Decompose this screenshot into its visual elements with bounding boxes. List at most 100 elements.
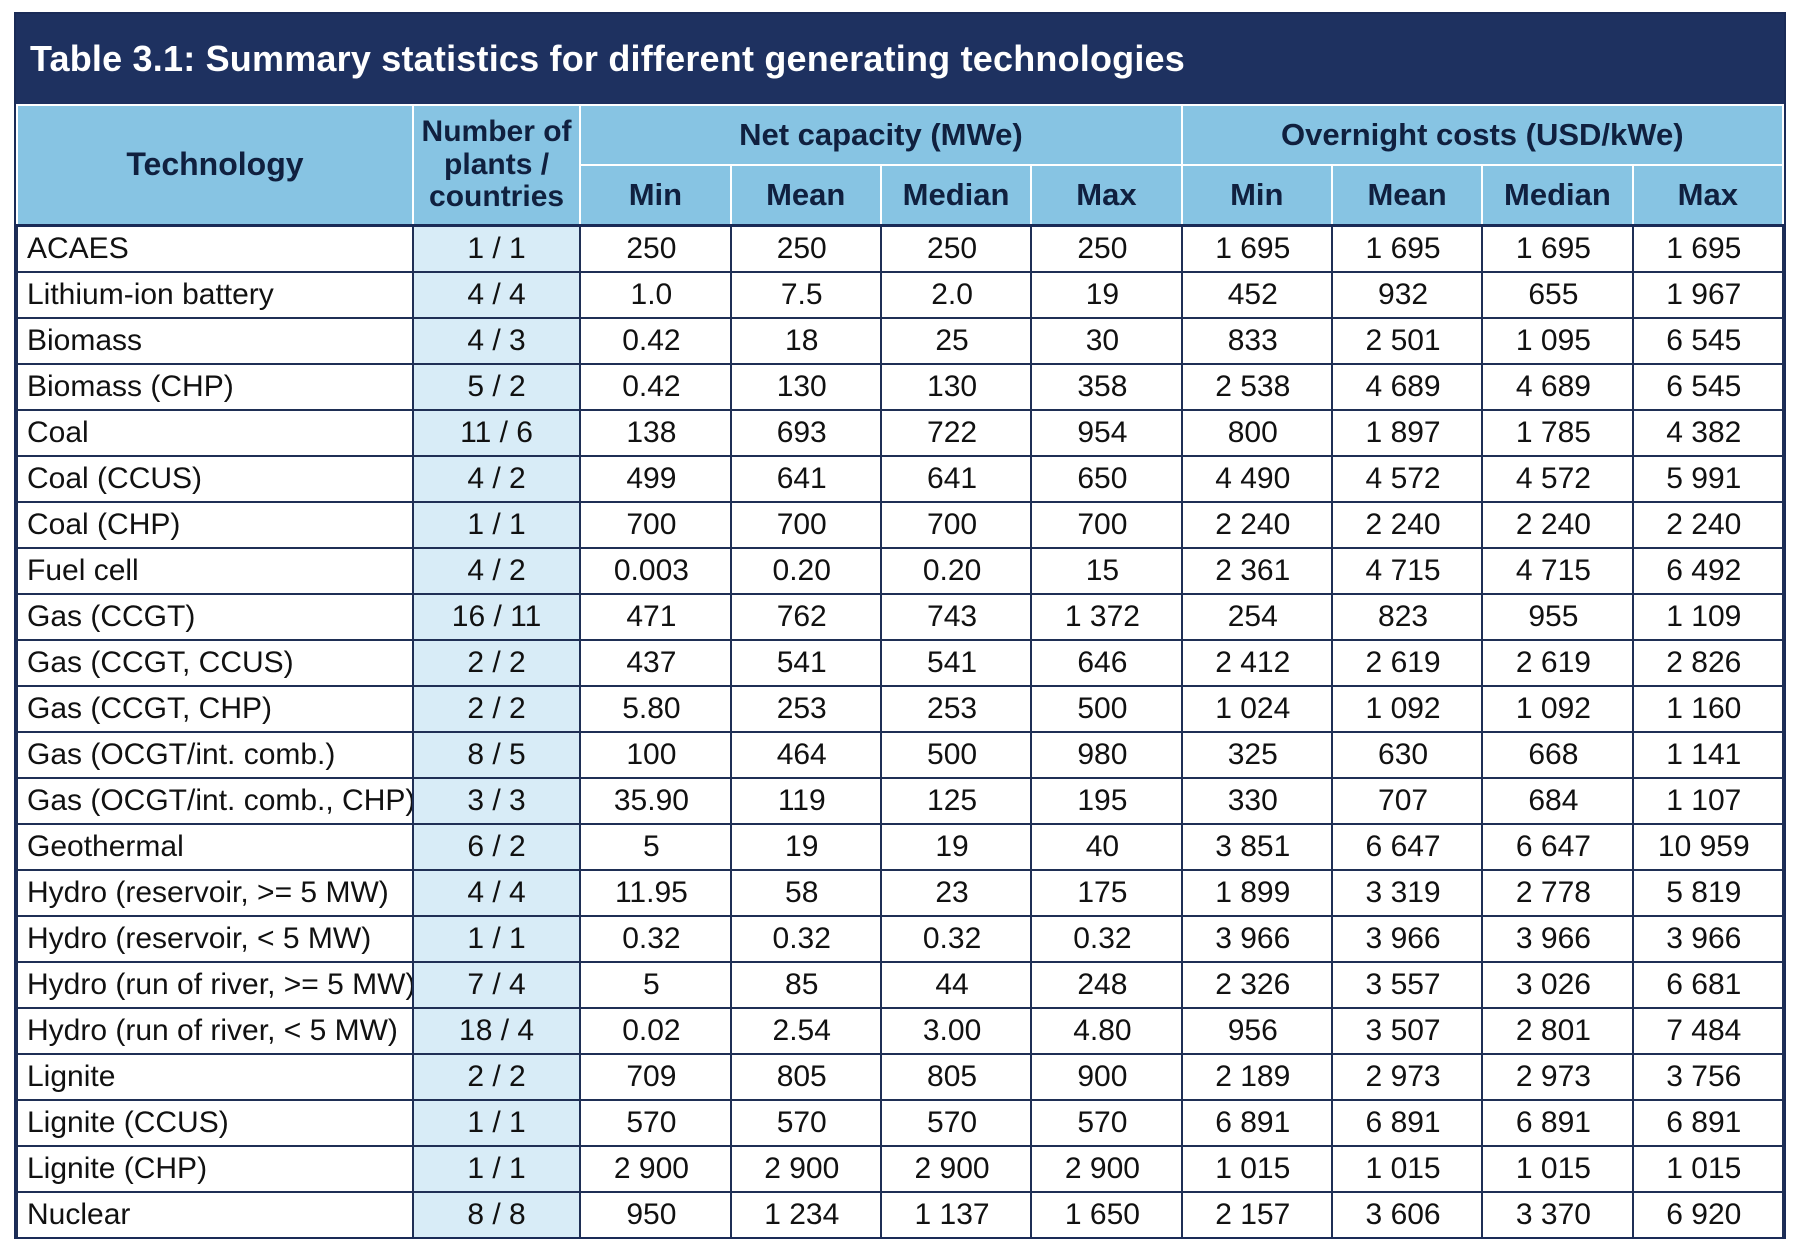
cell-capacity-mean: 693 [729,409,882,457]
cell-capacity-max: 954 [1030,409,1183,457]
cell-capacity-median: 3.00 [879,1007,1033,1055]
cell-capacity-mean: 85 [729,961,882,1009]
cell-plants-countries: 4 / 4 [411,869,582,917]
cell-cost-mean: 630 [1330,731,1484,779]
cell-cost-min: 3 851 [1180,823,1333,871]
cell-capacity-mean: 119 [729,777,882,825]
cell-cost-mean: 2 619 [1330,639,1484,687]
cell-capacity-max: 700 [1030,501,1183,549]
cell-capacity-min: 709 [579,1053,732,1101]
cell-capacity-min: 2 900 [579,1145,732,1193]
table-row: Lignite 2 / 2 709 805 805 900 2 189 2 973 2 973 3… [16,1053,1784,1101]
cell-capacity-max: 646 [1030,639,1183,687]
table-row: Gas (CCGT) 16 / 11 471 762 743 1 372 254 823 955… [16,593,1784,641]
header-capacity-mean: Mean [729,164,882,227]
header-capacity-median: Median [879,164,1033,227]
cell-capacity-median: 722 [879,409,1033,457]
cell-technology: Lithium-ion battery [16,271,414,319]
cell-capacity-max: 19 [1030,271,1183,319]
cell-plants-countries: 8 / 8 [411,1191,582,1237]
cell-cost-min: 1 695 [1180,224,1333,273]
table-row: Hydro (reservoir, < 5 MW) 1 / 1 0.32 0.32 0.… [16,915,1784,963]
cell-plants-countries: 2 / 2 [411,685,582,733]
cell-capacity-median: 0.20 [879,547,1033,595]
cell-capacity-mean: 700 [729,501,882,549]
cell-technology: Lignite (CCUS) [16,1099,414,1147]
cell-capacity-mean: 250 [729,224,882,273]
cell-capacity-max: 2 900 [1030,1145,1183,1193]
cell-cost-median: 2 801 [1481,1007,1634,1055]
cell-technology: Coal (CCUS) [16,455,414,503]
cell-technology: Hydro (run of river, >= 5 MW) [16,961,414,1009]
table-title: Table 3.1: Summary statistics for differ… [16,14,1784,104]
table-frame: Table 3.1: Summary statistics for differ… [14,12,1786,1239]
cell-plants-countries: 8 / 5 [411,731,582,779]
cell-capacity-max: 30 [1030,317,1183,365]
cell-cost-min: 800 [1180,409,1333,457]
cell-capacity-min: 11.95 [579,869,732,917]
cell-technology: Coal (CHP) [16,501,414,549]
header-cost-mean: Mean [1330,164,1484,227]
cell-capacity-mean: 18 [729,317,882,365]
cell-capacity-mean: 541 [729,639,882,687]
cell-cost-max: 6 681 [1631,961,1784,1009]
cell-capacity-median: 253 [879,685,1033,733]
table-body: ACAES 1 / 1 250 250 250 250 1 695 1 695 1 695 1 6… [16,224,1784,1237]
cell-capacity-median: 19 [879,823,1033,871]
cell-capacity-mean: 641 [729,455,882,503]
cell-plants-countries: 1 / 1 [411,501,582,549]
cell-cost-min: 1 024 [1180,685,1333,733]
cell-cost-max: 6 891 [1631,1099,1784,1147]
cell-capacity-min: 950 [579,1191,732,1237]
cell-cost-max: 5 991 [1631,455,1784,503]
cell-plants-countries: 11 / 6 [411,409,582,457]
cell-cost-min: 2 361 [1180,547,1333,595]
cell-plants-countries: 4 / 2 [411,547,582,595]
cell-capacity-max: 0.32 [1030,915,1183,963]
cell-capacity-mean: 130 [729,363,882,411]
cell-cost-median: 2 619 [1481,639,1634,687]
header-cost-max: Max [1631,164,1784,227]
cell-capacity-max: 4.80 [1030,1007,1183,1055]
cell-capacity-min: 0.32 [579,915,732,963]
cell-technology: Coal [16,409,414,457]
cell-capacity-median: 25 [879,317,1033,365]
cell-cost-max: 4 382 [1631,409,1784,457]
cell-capacity-max: 175 [1030,869,1183,917]
cell-capacity-min: 499 [579,455,732,503]
cell-technology: Gas (CCGT, CHP) [16,685,414,733]
table-row: Geothermal 6 / 2 5 19 19 40 3 851 6 647 6 647 10 … [16,823,1784,871]
cell-cost-mean: 6 891 [1330,1099,1484,1147]
cell-technology: Gas (OCGT/int. comb., CHP) [16,777,414,825]
cell-plants-countries: 5 / 2 [411,363,582,411]
cell-capacity-median: 1 137 [879,1191,1033,1237]
cell-capacity-max: 900 [1030,1053,1183,1101]
cell-capacity-mean: 464 [729,731,882,779]
cell-capacity-median: 743 [879,593,1033,641]
cell-cost-median: 1 695 [1481,224,1634,273]
cell-capacity-mean: 19 [729,823,882,871]
cell-cost-min: 2 157 [1180,1191,1333,1237]
cell-technology: Fuel cell [16,547,414,595]
cell-capacity-min: 471 [579,593,732,641]
cell-capacity-mean: 0.32 [729,915,882,963]
table-row: Fuel cell 4 / 2 0.003 0.20 0.20 15 2 361 4 715 4… [16,547,1784,595]
cell-cost-max: 5 819 [1631,869,1784,917]
table-header: Technology Number of plants / countries … [16,104,1784,227]
cell-capacity-min: 100 [579,731,732,779]
cell-capacity-min: 0.02 [579,1007,732,1055]
cell-capacity-min: 5 [579,823,732,871]
cell-cost-median: 684 [1481,777,1634,825]
cell-cost-mean: 3 319 [1330,869,1484,917]
cell-technology: Nuclear [16,1191,414,1237]
cell-cost-mean: 1 897 [1330,409,1484,457]
table-row: Coal (CCUS) 4 / 2 499 641 641 650 4 490 4 572 4 … [16,455,1784,503]
cell-cost-median: 2 973 [1481,1053,1634,1101]
cell-cost-mean: 4 572 [1330,455,1484,503]
cell-cost-mean: 1 092 [1330,685,1484,733]
cell-capacity-mean: 762 [729,593,882,641]
cell-capacity-mean: 58 [729,869,882,917]
cell-capacity-max: 250 [1030,224,1183,273]
cell-capacity-max: 570 [1030,1099,1183,1147]
cell-technology: Hydro (run of river, < 5 MW) [16,1007,414,1055]
